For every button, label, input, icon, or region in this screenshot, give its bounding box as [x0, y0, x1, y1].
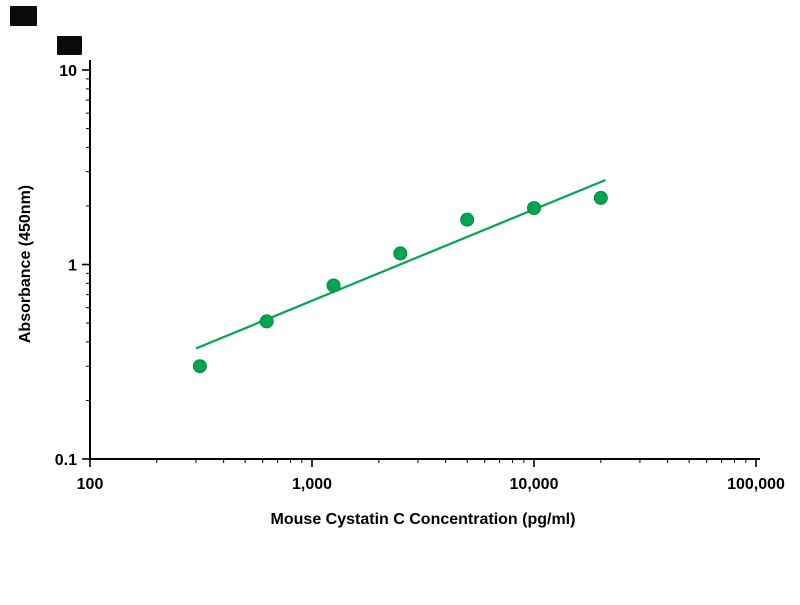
x-axis-title: Mouse Cystatin C Concentration (pg/ml) — [271, 511, 576, 528]
x-tick-label: 100,000 — [727, 476, 785, 493]
y-tick-label: 10 — [59, 63, 77, 80]
x-tick-label: 10,000 — [510, 476, 559, 493]
data-point — [593, 190, 608, 205]
x-tick-labels: 100 1,000 10,000 100,000 — [77, 476, 785, 493]
data-point — [259, 314, 274, 329]
data-point — [393, 246, 408, 261]
axes — [89, 60, 760, 460]
black-redaction-mark-2 — [57, 36, 82, 55]
y-axis-ticks — [82, 69, 90, 460]
x-tick-label: 100 — [77, 476, 104, 493]
data-point — [326, 278, 341, 293]
x-axis-ticks — [89, 459, 757, 467]
trend-line — [195, 178, 606, 350]
data-point — [460, 212, 475, 227]
x-tick-label: 1,000 — [292, 476, 332, 493]
series-points — [192, 190, 608, 374]
trend-line-group — [195, 178, 606, 350]
y-tick-labels: 10 1 0.1 — [55, 63, 77, 469]
y-tick-label: 0.1 — [55, 452, 77, 469]
y-tick-label: 1 — [68, 258, 77, 275]
y-axis-title: Absorbance (450nm) — [17, 185, 34, 343]
data-point — [192, 359, 207, 374]
data-point — [527, 201, 541, 216]
black-redaction-mark-1 — [10, 6, 37, 26]
